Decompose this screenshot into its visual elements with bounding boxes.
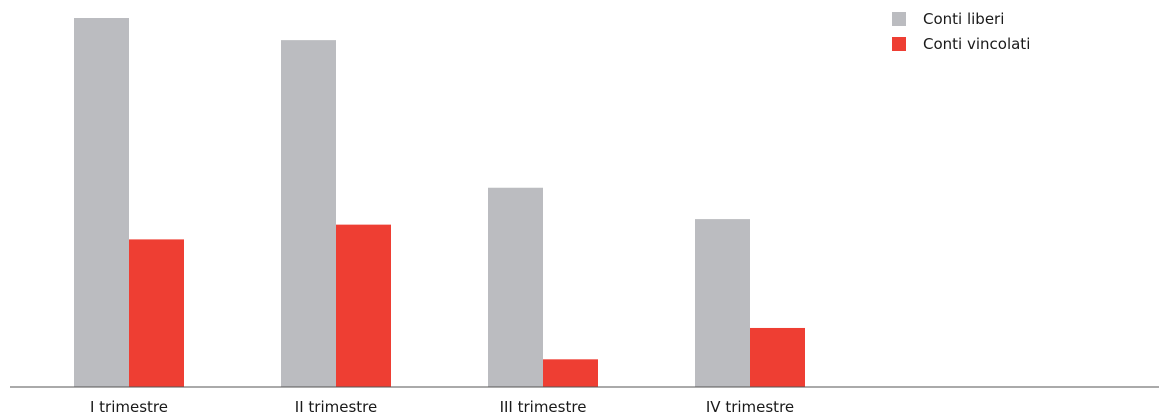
- legend-label: Conti liberi: [923, 10, 1004, 28]
- x-tick-label: III trimestre: [500, 398, 587, 416]
- x-tick-label: II trimestre: [295, 398, 377, 416]
- bars-group: [74, 18, 805, 387]
- x-tick-labels: I trimestre II trimestre III trimestre IV t…: [90, 398, 794, 416]
- bar-conti-vincolati-4: [750, 327, 805, 387]
- bar-conti-vincolati-1: [129, 239, 184, 387]
- x-tick-label: IV trimestre: [706, 398, 794, 416]
- legend-swatch: [892, 12, 906, 26]
- bar-conti-vincolati-3: [543, 359, 598, 387]
- bar-conti-liberi-1: [74, 18, 129, 387]
- bar-conti-liberi-3: [488, 187, 543, 387]
- x-tick-label: I trimestre: [90, 398, 168, 416]
- legend-swatch: [892, 37, 906, 51]
- bar-conti-vincolati-2: [336, 224, 391, 387]
- bar-conti-liberi-4: [695, 219, 750, 387]
- legend: Conti liberi Conti vincolati: [892, 10, 1030, 53]
- bar-conti-liberi-2: [281, 40, 336, 387]
- legend-label: Conti vincolati: [923, 35, 1030, 53]
